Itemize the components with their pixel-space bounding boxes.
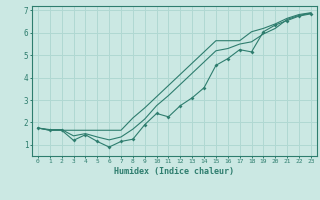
X-axis label: Humidex (Indice chaleur): Humidex (Indice chaleur) <box>115 167 234 176</box>
